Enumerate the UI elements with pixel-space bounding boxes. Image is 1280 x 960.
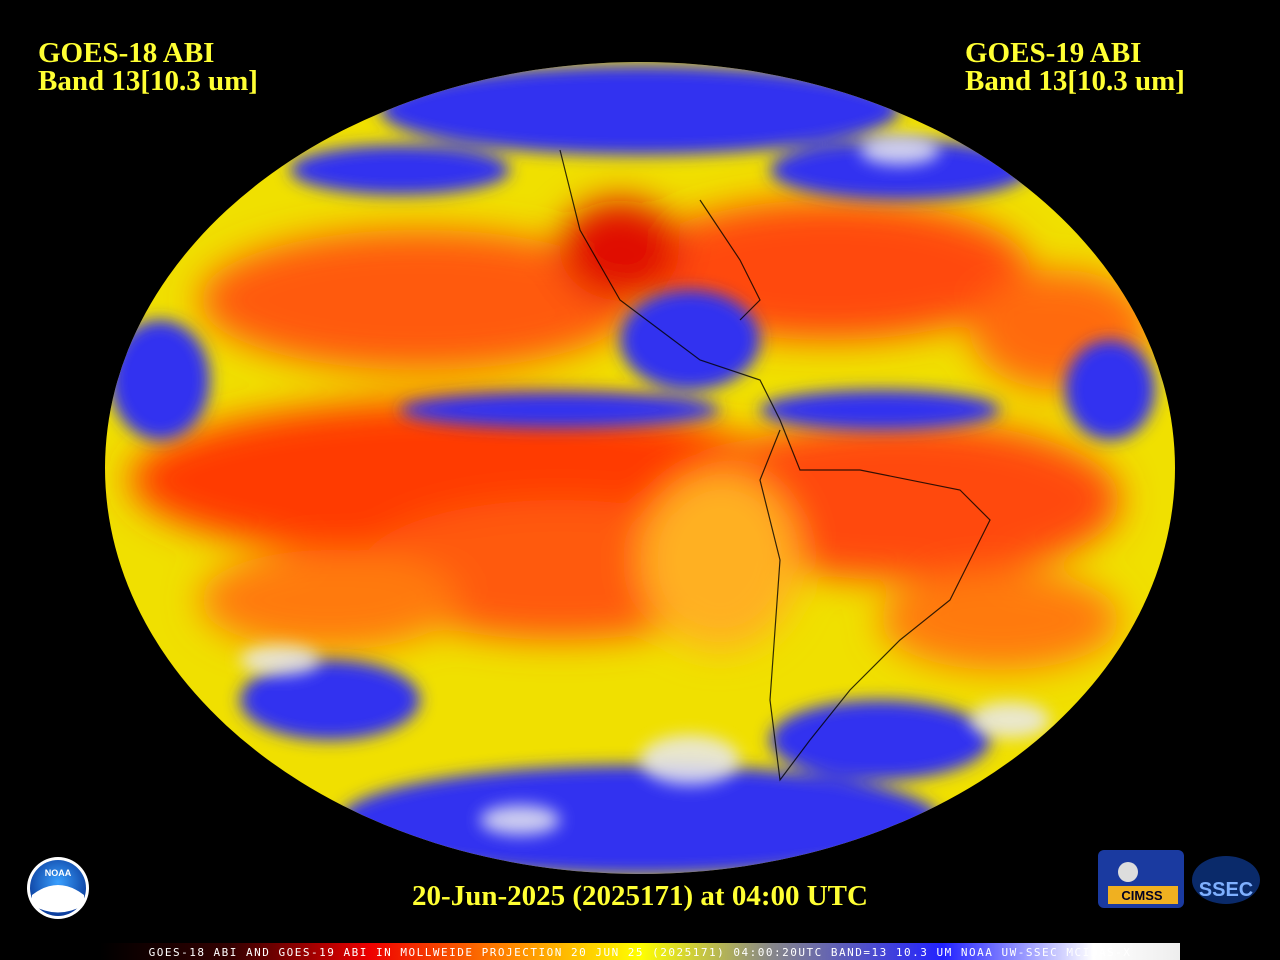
noaa-logo: NOAA	[27, 857, 89, 919]
cimss-logo: CIMSS	[1098, 850, 1184, 908]
globe	[105, 62, 1175, 874]
footer-caption: GOES-18 ABI AND GOES-19 ABI IN MOLLWEIDE…	[149, 946, 1132, 959]
timestamp: 20-Jun-2025 (2025171) at 04:00 UTC	[412, 880, 868, 912]
color-bar	[100, 943, 1180, 960]
noaa-text: NOAA	[45, 868, 72, 878]
ssec-logo: SSEC	[1192, 856, 1260, 904]
cimss-text: CIMSS	[1121, 888, 1163, 903]
right-satellite: GOES-19 ABI	[965, 37, 1141, 69]
left-satellite: GOES-18 ABI	[38, 37, 214, 69]
left-band: Band 13[10.3 um]	[38, 65, 258, 97]
ssec-text: SSEC	[1199, 879, 1253, 901]
right-band: Band 13[10.3 um]	[965, 65, 1185, 97]
